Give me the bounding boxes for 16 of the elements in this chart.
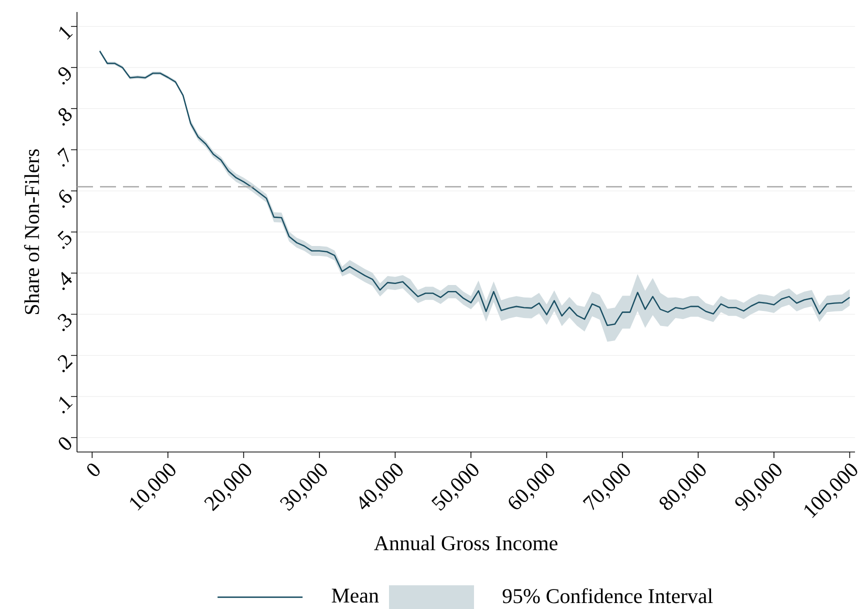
y-tick-label: 1: [59, 26, 73, 40]
x-axis-title: Annual Gross Income: [374, 536, 558, 550]
y-tick-label: .2: [58, 355, 73, 372]
y-tick-label: .1: [59, 396, 73, 414]
legend-label: Mean: [332, 588, 379, 603]
y-tick-label: .9: [58, 67, 71, 84]
y-tick-label: .7: [57, 147, 69, 167]
y-tick-label: .6: [59, 189, 72, 208]
y-tick-label: 0: [58, 437, 72, 450]
text: 95% Confidence Interval: [502, 588, 713, 604]
x-tick-label: 0: [87, 464, 100, 476]
y-tick-label: .8: [58, 108, 72, 126]
y-tick-label: .3: [58, 314, 72, 332]
y-axis-title: Share of Non-Filers: [24, 149, 40, 314]
y-tick-label: .4: [61, 272, 72, 290]
y-tick-label: .5: [58, 230, 72, 249]
